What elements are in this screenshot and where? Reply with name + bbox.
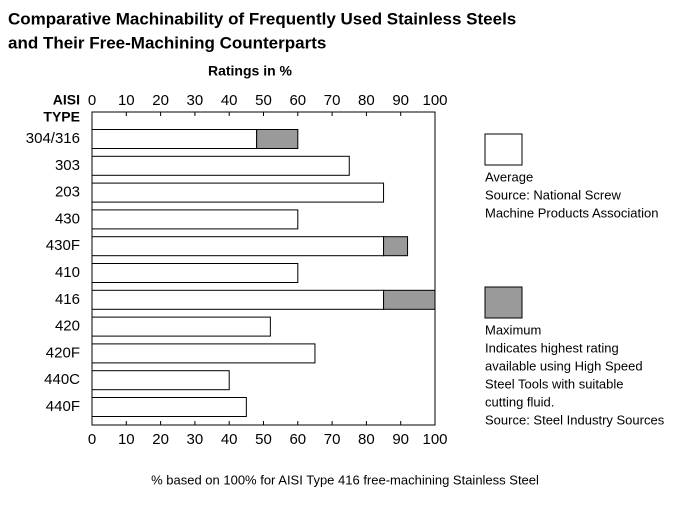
legend-note: Machine Products Association bbox=[485, 205, 658, 220]
y-tick-label: 440F bbox=[46, 398, 80, 415]
x-tick-label: 60 bbox=[289, 92, 306, 109]
x-tick-label: 70 bbox=[324, 431, 341, 448]
x-tick-label: 50 bbox=[255, 431, 272, 448]
x-tick-label: 0 bbox=[88, 431, 96, 448]
x-tick-label: 0 bbox=[88, 92, 96, 109]
x-tick-label: 70 bbox=[324, 92, 341, 109]
x-tick-label: 80 bbox=[358, 431, 375, 448]
legend-note: cutting fluid. bbox=[485, 394, 554, 409]
x-tick-label: 30 bbox=[187, 92, 204, 109]
legend-note: Steel Tools with suitable bbox=[485, 376, 624, 391]
legend-label: Maximum bbox=[485, 322, 541, 337]
bar bbox=[91, 316, 271, 337]
y-tick-label: 420F bbox=[46, 344, 80, 361]
x-tick-label: 30 bbox=[187, 431, 204, 448]
y-tick-label: 304/316 bbox=[26, 130, 80, 147]
bar bbox=[91, 397, 247, 417]
footnote: % based on 100% for AISI Type 416 free-m… bbox=[151, 472, 539, 487]
legend-note: Source: Steel Industry Sources bbox=[485, 412, 665, 427]
legend-swatch bbox=[484, 133, 523, 166]
y-tick-label: 430 bbox=[55, 210, 80, 227]
y-tick-label: 410 bbox=[55, 264, 80, 281]
chart-title: and Their Free-Machining Counterparts bbox=[8, 33, 326, 52]
legend-note: Source: National Screw bbox=[485, 187, 621, 202]
x-tick-label: 20 bbox=[152, 92, 169, 109]
bar bbox=[91, 209, 299, 230]
bar bbox=[383, 289, 436, 310]
bar bbox=[91, 129, 258, 149]
legend-swatch bbox=[484, 286, 523, 319]
y-tick-label: 416 bbox=[55, 291, 80, 308]
bar bbox=[91, 289, 385, 310]
chart-title: Comparative Machinability of Frequently … bbox=[8, 9, 516, 28]
legend-label: Average bbox=[485, 169, 533, 184]
x-tick-label: 40 bbox=[221, 431, 238, 448]
legend-note: available using High Speed bbox=[485, 358, 643, 373]
x-tick-label: 90 bbox=[392, 431, 409, 448]
y-tick-label: 303 bbox=[55, 157, 80, 174]
y-tick-label: 430F bbox=[46, 237, 80, 254]
bar bbox=[91, 155, 350, 176]
x-tick-label: 100 bbox=[422, 92, 447, 109]
x-tick-label: 90 bbox=[392, 92, 409, 109]
bar bbox=[383, 236, 409, 257]
bar bbox=[91, 236, 385, 257]
y-axis-title: TYPE bbox=[43, 109, 80, 125]
x-tick-label: 60 bbox=[289, 431, 306, 448]
bar bbox=[91, 263, 299, 283]
y-axis-title: AISI bbox=[53, 92, 80, 108]
bar bbox=[91, 182, 385, 203]
x-tick-label: 40 bbox=[221, 92, 238, 109]
y-tick-label: 440C bbox=[44, 371, 80, 388]
y-tick-label: 420 bbox=[55, 318, 80, 335]
x-tick-label: 50 bbox=[255, 92, 272, 109]
bar bbox=[256, 129, 299, 149]
x-tick-label: 80 bbox=[358, 92, 375, 109]
x-tick-label: 10 bbox=[118, 92, 135, 109]
y-tick-label: 203 bbox=[55, 184, 80, 201]
bar bbox=[91, 343, 316, 364]
bar bbox=[91, 370, 230, 391]
legend-note: Indicates highest rating bbox=[485, 340, 619, 355]
x-tick-label: 10 bbox=[118, 431, 135, 448]
x-tick-label: 20 bbox=[152, 431, 169, 448]
x-tick-label: 100 bbox=[422, 431, 447, 448]
x-axis-title: Ratings in % bbox=[208, 63, 293, 79]
